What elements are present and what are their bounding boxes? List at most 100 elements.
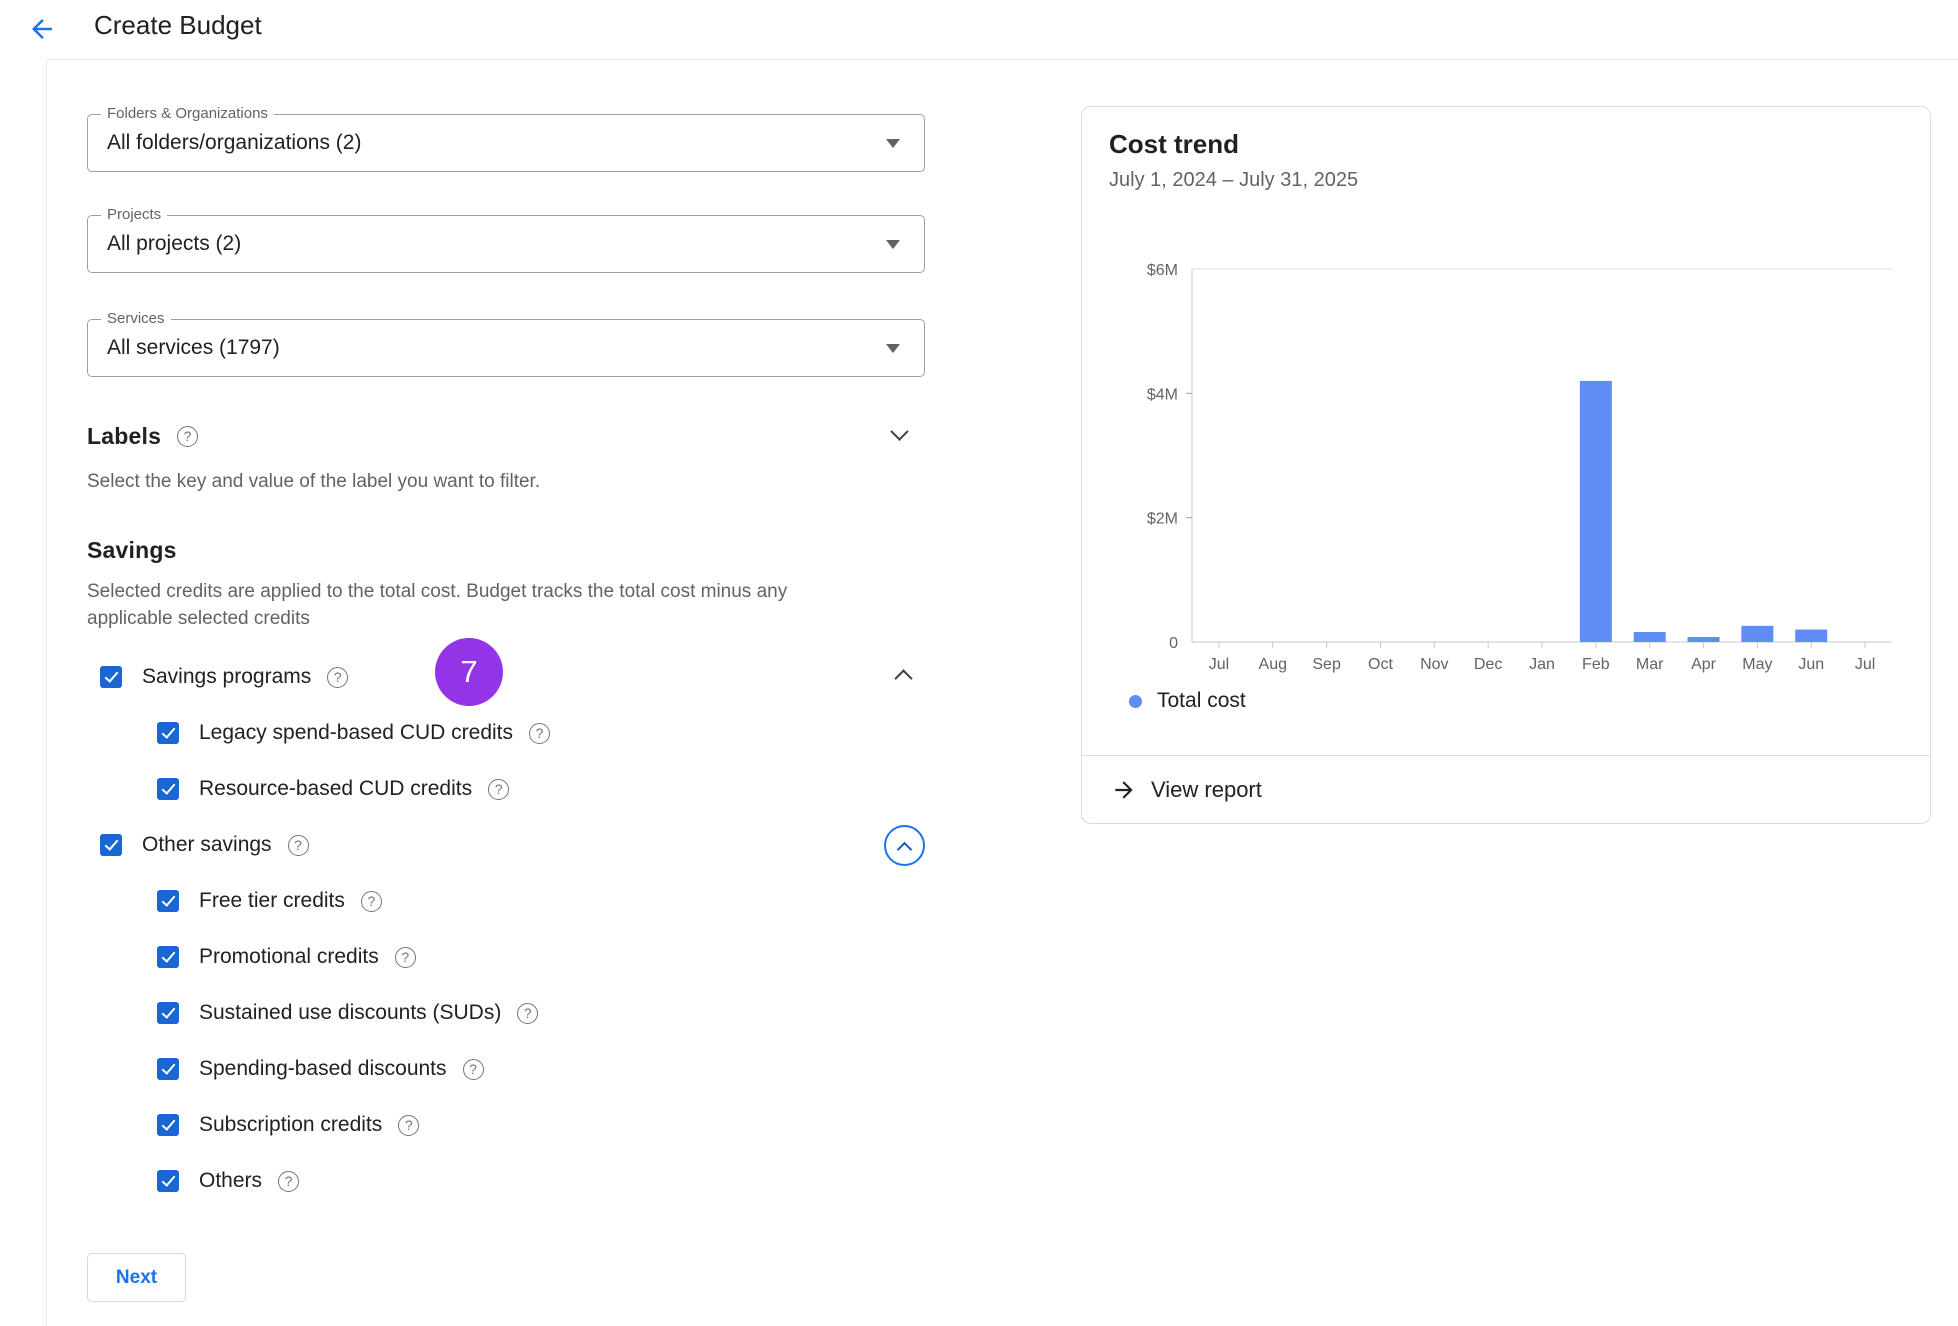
savings-option-row: Legacy spend-based CUD credits (87, 705, 925, 761)
checkbox-checked[interactable] (157, 1170, 179, 1192)
chevron-down-icon[interactable] (890, 422, 909, 441)
checkbox-checked[interactable] (157, 1114, 179, 1136)
help-icon[interactable] (287, 834, 309, 856)
bar-Mar (1633, 632, 1666, 642)
folders-organizations-select[interactable]: Folders & Organizations All folders/orga… (87, 105, 925, 172)
savings-checkbox-list: Savings programs Legacy spend-based CUD c… (87, 649, 925, 1209)
help-icon[interactable] (177, 425, 199, 447)
checkbox-checked[interactable] (157, 722, 179, 744)
projects-label: Projects (101, 206, 168, 223)
help-icon[interactable] (327, 666, 349, 688)
services-value: All services (1797) (107, 336, 280, 359)
savings-option-row: Sustained use discounts (SUDs) (87, 985, 925, 1041)
checkbox-checked[interactable] (157, 946, 179, 968)
svg-text:Mar: Mar (1636, 656, 1664, 673)
svg-text:Feb: Feb (1582, 656, 1610, 673)
bar-Apr (1687, 637, 1720, 642)
svg-text:$2M: $2M (1147, 511, 1178, 528)
checkbox-checked[interactable] (157, 890, 179, 912)
savings-option-row: Spending-based discounts (87, 1041, 925, 1097)
labels-description: Select the key and value of the label yo… (87, 471, 541, 492)
savings-group-row: Savings programs (87, 649, 925, 705)
savings-option-label: Others (199, 1169, 263, 1192)
svg-text:Dec: Dec (1474, 656, 1502, 673)
savings-option-label: Free tier credits (199, 889, 345, 912)
svg-text:Jun: Jun (1798, 656, 1824, 673)
panel-left-border (46, 59, 47, 1326)
help-icon[interactable] (394, 946, 416, 968)
svg-text:Nov: Nov (1420, 656, 1448, 673)
savings-group-row: Other savings (87, 817, 925, 873)
savings-option-row: Subscription credits (87, 1097, 925, 1153)
checkbox-checked[interactable] (157, 778, 179, 800)
dropdown-arrow-icon (886, 139, 900, 148)
labels-title: Labels (87, 422, 162, 449)
chevron-up-icon (896, 841, 913, 858)
savings-section-header: Savings (87, 530, 925, 570)
view-report-label: View report (1151, 777, 1262, 802)
cost-trend-bar-chart: 0 $2M $4M $6M Jul Aug Sep Oct Nov Dec Jan Feb Mar Apr… (1147, 262, 1892, 673)
help-icon[interactable] (278, 1170, 300, 1192)
svg-text:Jul: Jul (1855, 656, 1875, 673)
labels-section-header: Labels (87, 416, 925, 456)
svg-text:$4M: $4M (1147, 386, 1178, 403)
dropdown-arrow-icon (886, 344, 900, 353)
dropdown-arrow-icon (886, 240, 900, 249)
help-icon[interactable] (488, 778, 510, 800)
help-icon[interactable] (517, 1002, 539, 1024)
page-title: Create Budget (94, 10, 262, 40)
savings-option-label: Resource-based CUD credits (199, 777, 473, 800)
savings-option-label: Promotional credits (199, 945, 379, 968)
back-button[interactable] (26, 13, 58, 45)
savings-option-label: Subscription credits (199, 1113, 383, 1136)
folders-organizations-value: All folders/organizations (2) (107, 131, 362, 154)
folders-organizations-label: Folders & Organizations (101, 105, 274, 122)
chevron-up-icon[interactable] (894, 669, 913, 688)
savings-title: Savings (87, 536, 177, 563)
help-icon[interactable] (360, 890, 382, 912)
svg-text:Apr: Apr (1691, 656, 1717, 673)
svg-text:$6M: $6M (1147, 262, 1178, 279)
savings-option-row: Others (87, 1153, 925, 1209)
checkbox-checked[interactable] (157, 1002, 179, 1024)
view-report-link[interactable]: View report (1082, 756, 1930, 824)
help-icon[interactable] (398, 1114, 420, 1136)
back-arrow-icon (27, 14, 57, 44)
svg-text:May: May (1742, 656, 1772, 673)
next-button[interactable]: Next (87, 1253, 186, 1302)
cost-trend-title: Cost trend (1109, 129, 1239, 159)
bar-Jun (1795, 629, 1828, 642)
svg-text:Jan: Jan (1529, 656, 1555, 673)
header-divider (46, 59, 1958, 60)
svg-text:Aug: Aug (1259, 656, 1287, 673)
bar-Feb (1579, 380, 1612, 642)
help-icon[interactable] (462, 1058, 484, 1080)
cost-trend-date-range: July 1, 2024 – July 31, 2025 (1109, 169, 1359, 191)
tutorial-step-badge: 7 (435, 638, 503, 706)
checkbox-checked[interactable] (100, 834, 122, 856)
services-label: Services (101, 310, 171, 327)
checkbox-checked[interactable] (157, 1058, 179, 1080)
savings-option-label: Other savings (142, 833, 272, 856)
savings-option-row: Resource-based CUD credits (87, 761, 925, 817)
projects-select[interactable]: Projects All projects (2) (87, 206, 925, 273)
projects-value: All projects (2) (107, 232, 242, 255)
chart-legend: Total cost (1129, 689, 1246, 713)
services-select[interactable]: Services All services (1797) (87, 310, 925, 377)
bar-May (1741, 625, 1774, 642)
savings-option-label: Savings programs (142, 665, 312, 688)
svg-text:Oct: Oct (1368, 656, 1393, 673)
savings-option-label: Sustained use discounts (SUDs) (199, 1001, 502, 1024)
arrow-right-icon (1111, 777, 1137, 803)
checkbox-checked[interactable] (100, 666, 122, 688)
help-icon[interactable] (529, 722, 550, 744)
svg-text:Sep: Sep (1312, 656, 1341, 673)
collapse-button-focused[interactable] (884, 825, 925, 866)
savings-option-row: Free tier credits (87, 873, 925, 929)
card-divider (1082, 755, 1930, 756)
svg-text:0: 0 (1169, 635, 1178, 652)
legend-label: Total cost (1157, 689, 1246, 712)
savings-description: Selected credits are applied to the tota… (87, 581, 788, 629)
legend-dot-icon (1129, 694, 1142, 708)
